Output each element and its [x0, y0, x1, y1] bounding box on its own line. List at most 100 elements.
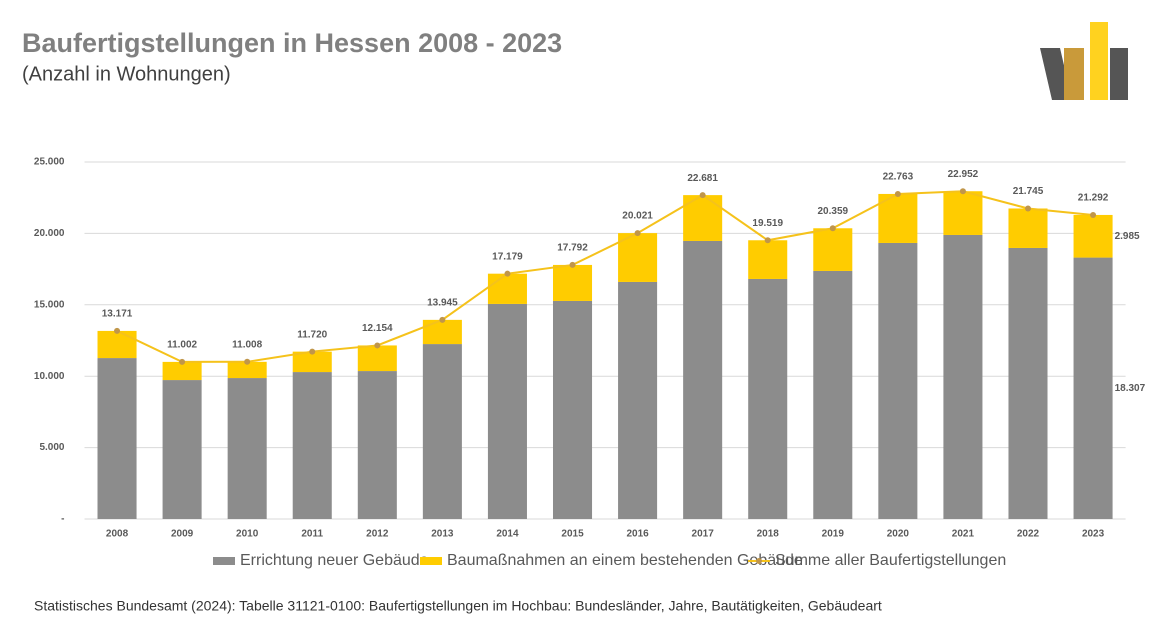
bar-segment: [487, 273, 527, 304]
y-tick-label: 5.000: [39, 442, 64, 453]
x-tick-label: 2016: [626, 529, 649, 540]
bar-segment: [422, 344, 462, 519]
data-label: 13.171: [102, 309, 133, 320]
sum-marker: [634, 230, 641, 237]
bar-segment: [878, 193, 918, 243]
sum-marker: [569, 261, 576, 268]
bar-segment: [813, 228, 853, 271]
bar-segment: [227, 378, 267, 519]
bar-segment: [552, 264, 593, 301]
data-label: 21.745: [1013, 186, 1044, 197]
data-label: 21.292: [1078, 193, 1109, 204]
bar-segment: [1073, 214, 1113, 258]
x-tick-label: 2012: [366, 529, 389, 540]
bar-segment: [227, 361, 267, 379]
x-tick-label: 2019: [822, 529, 845, 540]
bar-segment: [487, 303, 527, 519]
sum-marker: [1090, 211, 1097, 218]
data-label: 13.945: [427, 298, 458, 309]
bar-segment: [1073, 257, 1113, 519]
bar-segment: [162, 380, 202, 519]
bar-segment: [1008, 247, 1048, 519]
data-label: 22.681: [687, 173, 718, 184]
bar-segment: [357, 345, 397, 372]
x-tick-label: 2014: [496, 529, 519, 540]
logo-shape: [1110, 48, 1128, 100]
y-tick-label: -: [61, 514, 64, 525]
bar-segment: [618, 233, 658, 282]
sum-marker: [894, 190, 901, 197]
sum-marker: [504, 270, 511, 277]
data-label: 18.307: [1115, 383, 1146, 394]
legend-marker: [756, 558, 762, 564]
sum-marker: [829, 225, 836, 232]
bar-segment: [943, 191, 983, 235]
sum-line: [116, 190, 1094, 363]
title: Baufertigstellungen in Hessen 2008 - 202…: [22, 28, 562, 58]
legend-label: Summe aller Baufertigstellungen: [775, 552, 1006, 569]
x-tick-label: 2009: [171, 529, 194, 540]
data-label: 11.002: [167, 340, 197, 351]
x-tick-label: 2021: [952, 529, 975, 540]
bar-segment: [162, 361, 202, 381]
source: Statistisches Bundesamt (2024): Tabelle …: [34, 598, 882, 614]
data-label: 12.154: [362, 323, 393, 334]
bar-segment: [292, 351, 332, 373]
x-tick-label: 2008: [106, 529, 129, 540]
x-tick-label: 2010: [236, 529, 259, 540]
bar-segment: [943, 234, 983, 519]
sum-marker: [1024, 205, 1031, 212]
x-tick-label: 2017: [692, 529, 715, 540]
bar-segment: [683, 240, 723, 520]
logo: [1040, 22, 1128, 100]
y-tick-label: 20.000: [34, 228, 65, 239]
sum-marker: [439, 316, 446, 323]
x-tick-label: 2022: [1017, 529, 1040, 540]
bar-segment: [1008, 208, 1048, 248]
x-tick-label: 2011: [301, 529, 323, 540]
x-tick-label: 2023: [1082, 529, 1105, 540]
bar-segment: [357, 371, 397, 519]
bar-segment: [292, 372, 332, 519]
legend-label: Errichtung neuer Gebäude: [240, 552, 429, 569]
sum-marker: [179, 358, 186, 365]
data-label: 22.763: [883, 172, 914, 183]
legend-swatch: [420, 557, 442, 565]
data-label: 20.359: [817, 206, 848, 217]
bar-segment: [97, 330, 137, 359]
x-tick-label: 2013: [431, 529, 454, 540]
sum-marker: [244, 358, 251, 365]
x-tick-label: 2018: [757, 529, 780, 540]
bar-segment: [878, 242, 918, 520]
x-tick-label: 2020: [887, 529, 910, 540]
sum-marker: [114, 327, 121, 334]
bar-segment: [813, 270, 853, 519]
sum-marker: [374, 342, 381, 349]
sum-marker: [959, 188, 966, 195]
legend-swatch: [213, 557, 235, 565]
legend-label: Baumaßnahmen an einem bestehenden Gebäud…: [447, 552, 803, 569]
bar-segment: [552, 300, 593, 519]
sum-marker: [309, 348, 316, 355]
bar-segment: [748, 240, 788, 279]
subtitle: (Anzahl in Wohnungen): [22, 63, 231, 85]
x-tick-label: 2015: [561, 529, 584, 540]
sum-marker: [764, 237, 771, 244]
y-tick-label: 10.000: [34, 371, 65, 382]
data-label: 19.519: [752, 218, 783, 229]
data-label: 11.720: [297, 329, 327, 340]
data-label: 17.179: [492, 251, 523, 262]
y-tick-label: 15.000: [34, 299, 65, 310]
data-label: 20.021: [622, 211, 653, 222]
data-label: 17.792: [557, 243, 588, 254]
logo-shape: [1090, 22, 1108, 100]
bar-segment: [748, 278, 788, 519]
bar-segment: [97, 358, 137, 519]
data-label: 11.008: [232, 339, 262, 350]
sum-marker: [699, 192, 706, 199]
bar-segment: [618, 281, 658, 519]
data-label: 22.952: [948, 169, 979, 180]
logo-shape: [1064, 48, 1084, 100]
